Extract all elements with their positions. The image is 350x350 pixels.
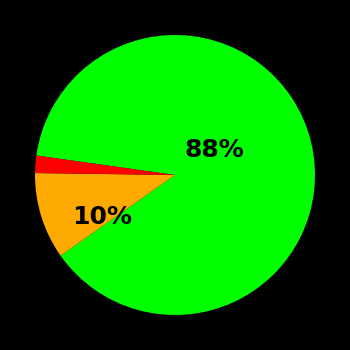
Wedge shape	[36, 35, 315, 315]
Text: 10%: 10%	[72, 205, 132, 229]
Wedge shape	[35, 173, 175, 256]
Text: 88%: 88%	[184, 138, 244, 162]
Wedge shape	[35, 155, 175, 175]
